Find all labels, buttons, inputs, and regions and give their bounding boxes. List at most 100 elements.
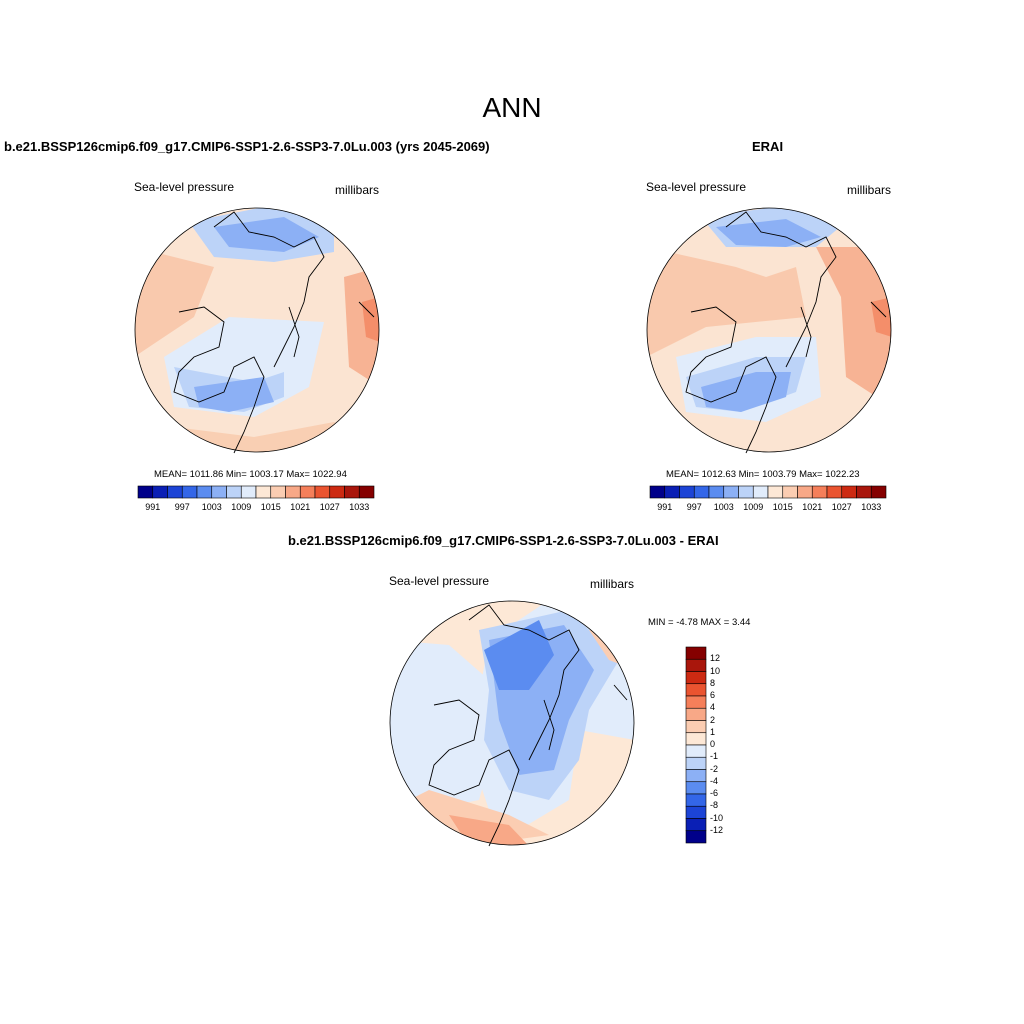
model-stats: MEAN= 1011.86 Min= 1003.17 Max= 1022.94	[154, 469, 347, 480]
colorbar-swatch	[299, 485, 316, 499]
colorbar-swatch	[685, 769, 707, 783]
colorbar-swatch	[685, 805, 707, 819]
colorbar-swatch	[685, 793, 707, 807]
colorbar-tick-label: -6	[710, 788, 719, 798]
obs-colorbar-ticks: 991 997 1003 1009 1015 1021 1027 1033	[650, 502, 886, 514]
obs-colorbar	[649, 485, 887, 499]
colorbar-swatch	[255, 485, 272, 499]
colorbar-swatch	[685, 683, 707, 697]
colorbar-tick-label: 1027	[319, 502, 340, 512]
colorbar-tick-label: -12	[710, 824, 724, 835]
colorbar-tick-label: 10	[710, 665, 721, 676]
diff-panel-title: b.e21.BSSP126cmip6.f09_g17.CMIP6-SSP1-2.…	[288, 533, 719, 548]
colorbar-tick-label: 1021	[290, 502, 311, 512]
model-polar-map	[134, 207, 380, 454]
colorbar-swatch	[152, 485, 168, 499]
colorbar-tick-label: -4	[710, 775, 719, 786]
colorbar-swatch	[826, 485, 843, 499]
colorbar-tick-label: 1033	[349, 502, 370, 512]
colorbar-swatch	[664, 485, 680, 499]
colorbar-swatch	[685, 818, 707, 832]
colorbar-tick-label: 6	[710, 690, 716, 700]
colorbar-tick-label: 4	[710, 702, 716, 713]
model-units-label: millibars	[335, 183, 380, 197]
colorbar-tick-label: 1033	[861, 502, 882, 512]
colorbar-tick-label: -2	[710, 763, 719, 774]
colorbar-swatch	[344, 485, 360, 499]
colorbar-swatch	[782, 485, 798, 499]
diff-colorbar-ticks: 12 10 8 6 4 2 1 0 -1 -2 -4 -6 -8 -10 -12	[710, 647, 740, 843]
colorbar-swatch	[685, 695, 707, 709]
colorbar-tick-label: 1003	[713, 502, 734, 512]
colorbar-swatch	[685, 781, 707, 795]
model-colorbar-ticks: 991 997 1003 1009 1015 1021 1027 1033	[138, 502, 374, 514]
colorbar-tick-label: 991	[657, 502, 673, 512]
obs-stats: MEAN= 1012.63 Min= 1003.79 Max= 1022.23	[666, 469, 860, 480]
colorbar-swatch	[181, 485, 198, 499]
colorbar-swatch	[738, 485, 754, 499]
colorbar-swatch	[649, 485, 666, 499]
colorbar-swatch	[685, 646, 707, 660]
colorbar-swatch	[226, 485, 242, 499]
obs-units-label: millibars	[847, 183, 892, 197]
colorbar-swatch	[685, 671, 707, 685]
colorbar-swatch	[314, 485, 331, 499]
model-colorbar	[137, 485, 375, 499]
colorbar-swatch	[870, 485, 887, 499]
colorbar-swatch	[685, 744, 707, 758]
colorbar-swatch	[211, 485, 227, 499]
diff-stats: MIN = -4.78 MAX = 3.44	[648, 617, 751, 628]
colorbar-swatch	[137, 485, 154, 499]
obs-panel-title: ERAI	[752, 139, 784, 154]
colorbar-swatch	[693, 485, 710, 499]
colorbar-tick-label: 991	[145, 502, 161, 512]
colorbar-tick-label: 2	[710, 714, 716, 725]
colorbar-swatch	[196, 485, 213, 499]
colorbar-tick-label: 1027	[831, 502, 852, 512]
colorbar-swatch	[685, 720, 707, 734]
figure-title: ANN	[482, 92, 542, 123]
colorbar-swatch	[685, 732, 707, 746]
diff-colorbar	[685, 646, 707, 844]
colorbar-swatch	[797, 485, 813, 499]
colorbar-swatch	[358, 485, 375, 499]
colorbar-swatch	[856, 485, 872, 499]
colorbar-swatch	[329, 485, 345, 499]
colorbar-tick-label: 12	[710, 653, 721, 664]
colorbar-swatch	[685, 707, 707, 721]
colorbar-tick-label: -1	[710, 751, 719, 762]
colorbar-tick-label: 997	[686, 502, 702, 512]
colorbar-swatch	[708, 485, 725, 499]
colorbar-swatch	[685, 658, 707, 672]
colorbar-swatch	[841, 485, 857, 499]
colorbar-tick-label: 997	[174, 502, 190, 512]
obs-variable-label: Sea-level pressure	[646, 180, 747, 194]
diff-units-label: millibars	[590, 577, 635, 591]
colorbar-tick-label: 1015	[260, 502, 281, 512]
colorbar-tick-label: 1003	[201, 502, 222, 512]
colorbar-swatch	[685, 830, 707, 844]
colorbar-tick-label: 0	[710, 739, 716, 749]
colorbar-tick-label: 1009	[743, 502, 764, 512]
colorbar-swatch	[240, 485, 257, 499]
colorbar-swatch	[752, 485, 769, 499]
colorbar-tick-label: 1009	[231, 502, 252, 512]
diff-polar-map	[389, 600, 635, 847]
colorbar-tick-label: -10	[710, 812, 724, 823]
colorbar-tick-label: 1015	[772, 502, 793, 512]
colorbar-tick-label: 8	[710, 677, 716, 688]
model-panel-title: b.e21.BSSP126cmip6.f09_g17.CMIP6-SSP1-2.…	[4, 139, 490, 154]
colorbar-swatch	[685, 756, 707, 770]
diff-variable-label: Sea-level pressure	[389, 574, 490, 588]
colorbar-swatch	[811, 485, 828, 499]
obs-polar-map	[646, 207, 892, 454]
colorbar-swatch	[167, 485, 183, 499]
colorbar-swatch	[270, 485, 286, 499]
colorbar-tick-label: -8	[710, 800, 719, 811]
colorbar-swatch	[679, 485, 695, 499]
colorbar-swatch	[767, 485, 784, 499]
colorbar-swatch	[723, 485, 739, 499]
model-variable-label: Sea-level pressure	[134, 180, 235, 194]
colorbar-tick-label: 1	[710, 726, 716, 737]
colorbar-tick-label: 1021	[802, 502, 823, 512]
